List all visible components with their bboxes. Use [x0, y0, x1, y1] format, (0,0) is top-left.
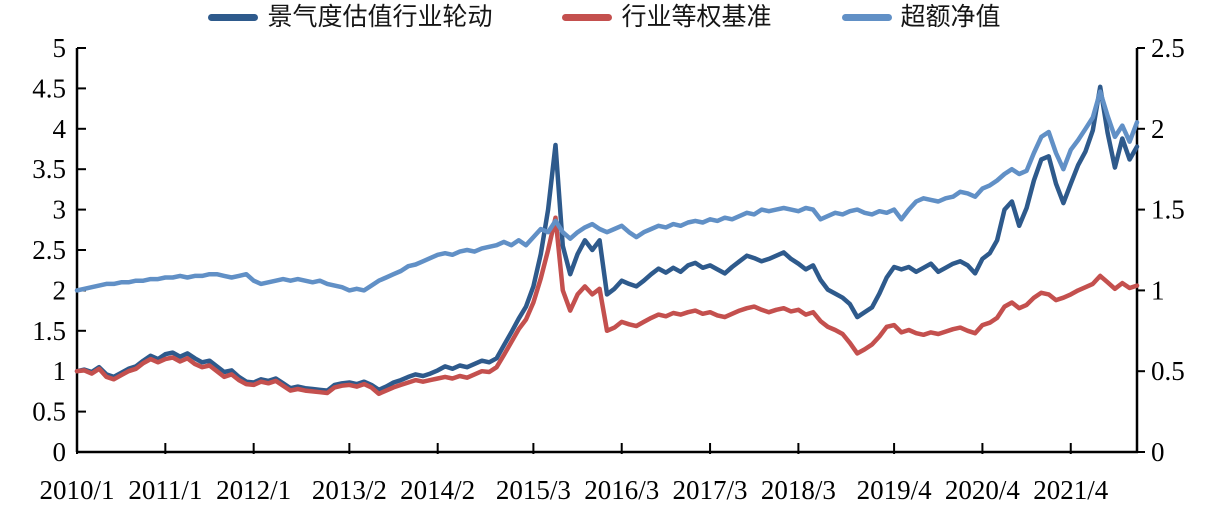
y-axis-left-label: 0 [53, 437, 67, 467]
y-axis-right-label: 1 [1151, 275, 1165, 305]
x-axis-label: 2019/4 [857, 475, 933, 505]
y-axis-right-label: 2.5 [1151, 33, 1185, 63]
legend-label-strategy: 景气度估值行业轮动 [267, 4, 493, 31]
y-axis-left-label: 3 [53, 195, 67, 225]
legend-label-benchmark: 行业等权基准 [621, 4, 772, 31]
x-axis-label: 2021/4 [1033, 475, 1109, 505]
legend-label-excess: 超额净值 [900, 4, 1001, 31]
y-axis-left-label: 1 [53, 356, 67, 386]
x-axis-label: 2017/3 [673, 475, 748, 505]
y-axis-left-label: 1.5 [32, 316, 66, 346]
y-axis-right-label: 1.5 [1151, 195, 1185, 225]
y-axis-left-label: 4.5 [32, 73, 66, 103]
series-line-excess [74, 89, 1140, 293]
x-axis-label: 2016/3 [584, 475, 659, 505]
series-line-benchmark [74, 215, 1140, 397]
legend-line-marker-excess [841, 14, 892, 21]
x-axis-label: 2010/1 [39, 475, 114, 505]
x-axis-label: 2015/3 [496, 475, 571, 505]
y-axis-right-label: 0.5 [1151, 356, 1185, 386]
x-axis-label: 2012/1 [216, 475, 291, 505]
y-axis-right-label: 2 [1151, 114, 1165, 144]
y-axis-left-label: 5 [53, 33, 67, 63]
legend-line-marker-strategy [208, 14, 259, 21]
chart-legend: 景气度估值行业轮动 行业等权基准 超额净值 [0, 5, 1209, 30]
x-axis-label: 2014/2 [400, 475, 475, 505]
y-axis-left-label: 2 [53, 275, 67, 305]
legend-line-marker-benchmark [562, 14, 613, 21]
x-axis-label: 2018/3 [761, 475, 836, 505]
x-axis-label: 2011/1 [128, 475, 202, 505]
series-line-strategy [74, 84, 1140, 393]
y-axis-left-label: 0.5 [32, 397, 66, 427]
y-axis-left-label: 4 [53, 114, 67, 144]
y-axis-right-label: 0 [1151, 437, 1165, 467]
y-axis-left-label: 3.5 [32, 154, 66, 184]
legend-item-benchmark: 行业等权基准 [562, 4, 772, 31]
legend-item-strategy: 景气度估值行业轮动 [208, 5, 492, 30]
y-axis-left-label: 2.5 [32, 235, 66, 265]
legend-item-excess: 超额净值 [841, 4, 1001, 31]
x-axis-label: 2020/4 [945, 475, 1021, 505]
x-axis-label: 2013/2 [312, 475, 387, 505]
